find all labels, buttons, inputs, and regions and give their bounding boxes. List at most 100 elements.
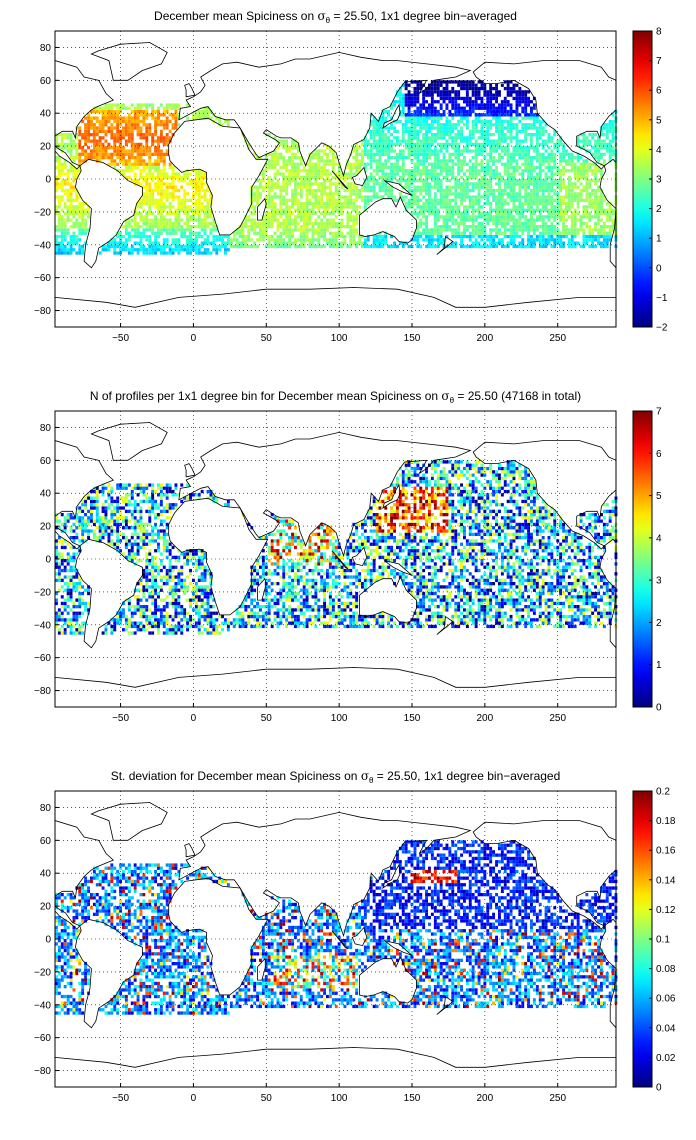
data-cell xyxy=(145,179,149,183)
data-cell xyxy=(151,142,155,147)
data-cell xyxy=(483,86,487,91)
data-cell xyxy=(136,221,140,226)
data-cell xyxy=(366,149,370,153)
data-cell xyxy=(416,215,420,219)
data-cell xyxy=(148,188,152,193)
data-cell xyxy=(116,136,120,140)
data-cell xyxy=(480,238,484,242)
data-cell xyxy=(547,175,551,179)
data-cell xyxy=(404,123,408,127)
data-cell xyxy=(314,165,318,170)
data-cell xyxy=(594,175,598,179)
data-cell xyxy=(419,221,423,226)
data-cell xyxy=(419,188,423,193)
data-cell xyxy=(372,119,376,124)
data-cell xyxy=(142,221,146,226)
data-cell xyxy=(273,149,277,153)
data-cell xyxy=(503,139,507,143)
data-cell xyxy=(419,172,423,176)
data-cell xyxy=(320,149,324,153)
data-cell xyxy=(162,225,166,229)
data-cell xyxy=(532,156,536,160)
data-cell xyxy=(570,234,574,239)
data-cell xyxy=(267,211,271,216)
data-cell xyxy=(159,169,163,173)
data-cell xyxy=(562,195,566,199)
data-cell xyxy=(457,119,461,124)
data-cell xyxy=(84,208,88,212)
data-cell xyxy=(314,238,318,242)
data-cell xyxy=(57,182,61,186)
data-cell xyxy=(433,159,437,163)
data-cell xyxy=(270,188,274,193)
data-cell xyxy=(148,156,152,160)
data-cell xyxy=(136,156,140,160)
data-cell xyxy=(279,225,283,229)
data-cell xyxy=(605,234,609,239)
data-cell xyxy=(78,251,82,255)
data-cell xyxy=(559,156,563,160)
data-cell xyxy=(468,205,472,209)
data-cell xyxy=(480,80,484,84)
data-cell xyxy=(159,179,163,183)
data-cell xyxy=(95,109,99,114)
data-cell xyxy=(200,172,204,176)
data-cell xyxy=(226,238,230,242)
data-cell xyxy=(465,109,469,114)
data-cell xyxy=(87,129,91,133)
data-cell xyxy=(116,244,120,249)
data-cell xyxy=(107,116,111,120)
data-cell xyxy=(317,228,321,232)
data-cell xyxy=(110,244,114,249)
data-cell xyxy=(512,198,516,202)
data-cell xyxy=(326,238,329,242)
data-cell xyxy=(320,211,324,216)
data-cell xyxy=(538,156,542,160)
data-cell xyxy=(361,159,364,163)
data-cell xyxy=(532,119,536,124)
data-cell xyxy=(171,165,175,170)
data-cell xyxy=(509,133,513,137)
data-cell xyxy=(515,221,519,226)
data-cell xyxy=(547,211,551,216)
data-cell xyxy=(165,211,169,216)
data-cell xyxy=(168,136,172,140)
data-cell xyxy=(407,205,411,209)
data-cell xyxy=(404,100,408,104)
coastline-africa xyxy=(168,117,269,236)
data-cell xyxy=(177,113,181,117)
data-cell xyxy=(480,152,484,156)
data-cell xyxy=(101,126,105,130)
data-cell xyxy=(302,205,306,209)
data-cell xyxy=(500,149,504,153)
data-cell xyxy=(194,251,198,255)
data-cell xyxy=(369,172,373,176)
data-cell xyxy=(285,192,289,196)
data-cell xyxy=(416,165,420,170)
data-cell xyxy=(387,149,391,153)
data-cell xyxy=(495,113,499,117)
data-cell xyxy=(349,234,353,239)
data-cell xyxy=(154,218,158,222)
data-cell xyxy=(416,146,420,150)
data-cell xyxy=(174,113,178,117)
data-cell xyxy=(445,195,449,199)
data-cell xyxy=(133,162,137,166)
data-cell xyxy=(168,221,172,226)
data-cell xyxy=(285,175,289,179)
data-cell xyxy=(308,182,312,186)
data-cell xyxy=(328,185,332,189)
data-cell xyxy=(261,228,265,232)
data-cell xyxy=(439,83,443,87)
data-cell xyxy=(162,119,166,124)
data-cell xyxy=(55,234,58,239)
data-cell xyxy=(425,156,429,160)
data-cell xyxy=(471,202,475,206)
data-cell xyxy=(428,116,431,120)
data-cell xyxy=(460,211,464,216)
data-cell xyxy=(605,149,609,153)
data-cell xyxy=(235,231,239,235)
data-cell xyxy=(133,149,137,153)
data-cell xyxy=(530,192,533,196)
data-cell xyxy=(197,251,201,255)
